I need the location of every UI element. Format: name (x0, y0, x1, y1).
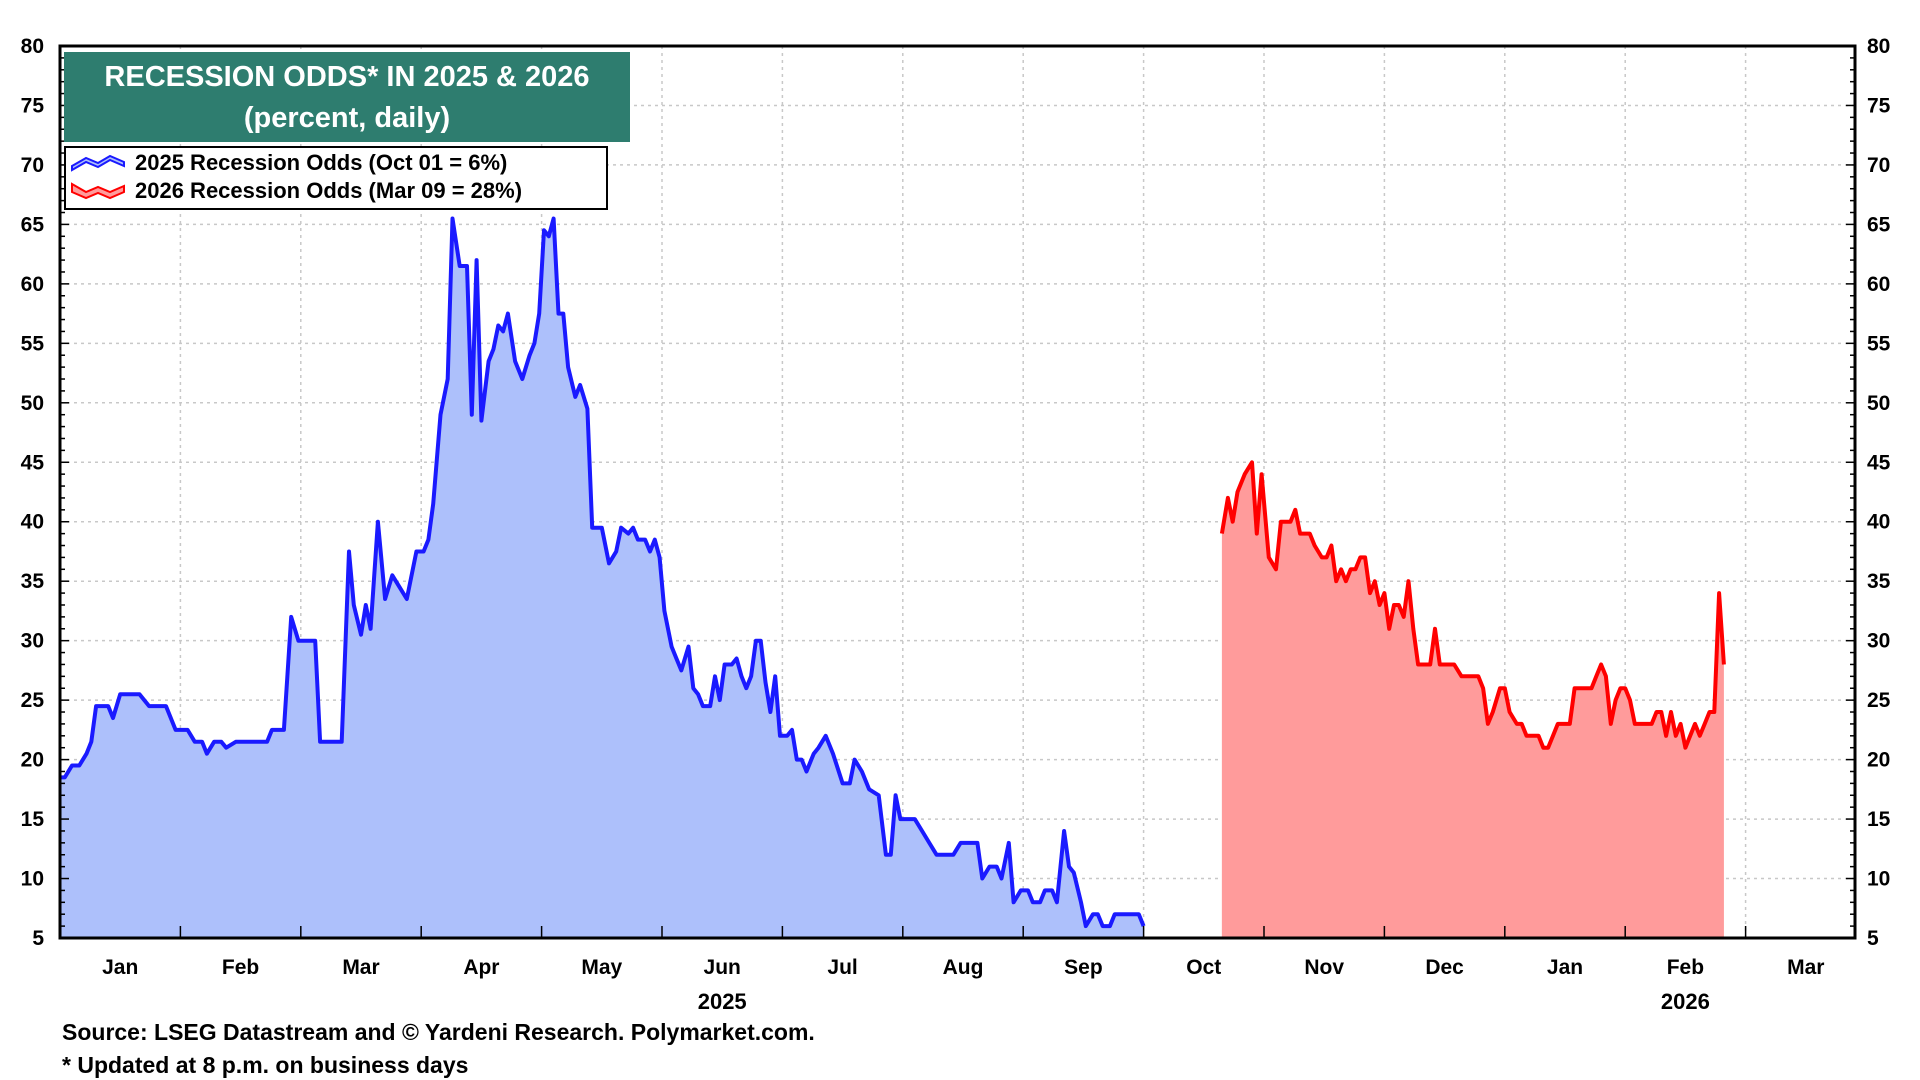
x-tick-label: Feb (1667, 956, 1704, 979)
y-tick-label-left: 15 (21, 808, 45, 831)
x-year-label: 2026 (1661, 989, 1710, 1014)
y-tick-label-left: 25 (21, 689, 45, 712)
y-tick-label-left: 50 (21, 392, 44, 415)
x-tick-label: Apr (463, 956, 499, 979)
x-tick-label: Mar (342, 956, 379, 979)
y-tick-label-left: 40 (21, 511, 44, 534)
legend-swatch-2025 (71, 154, 125, 172)
y-tick-label-left: 45 (21, 451, 45, 474)
legend-swatch-2026 (71, 182, 125, 200)
update-note: * Updated at 8 p.m. on business days (62, 1052, 468, 1078)
y-tick-label-left: 35 (21, 570, 45, 593)
x-tick-label: Nov (1304, 956, 1344, 979)
legend: 2025 Recession Odds (Oct 01 = 6%) 2026 R… (64, 146, 608, 210)
y-tick-label-left: 75 (21, 94, 45, 117)
x-axis: Jan Feb Mar Apr May Jun Jul Aug Sep Oct Nov Dec Jan F… (102, 956, 1824, 1014)
x-tick-label: Sep (1064, 956, 1103, 979)
chart-subtitle: (percent, daily) (244, 102, 450, 134)
x-tick-label: Jun (704, 956, 741, 979)
title-background (64, 52, 630, 142)
y-tick-label-left: 70 (21, 154, 44, 177)
y-axis-right: 5 10 15 20 25 30 35 40 45 50 55 60 65 70 75 80 (1867, 35, 1891, 950)
y-tick-label-right: 50 (1867, 392, 1890, 415)
y-tick-label-right: 10 (1867, 868, 1890, 891)
y-axis-left: 5 10 15 20 25 30 35 40 45 50 55 60 65 70 75 80 (21, 35, 45, 950)
legend-label-2025: 2025 Recession Odds (Oct 01 = 6%) (135, 150, 507, 175)
legend-label-2026: 2026 Recession Odds (Mar 09 = 28%) (135, 178, 522, 203)
x-tick-label: Jan (1547, 956, 1583, 979)
x-tick-label: Dec (1425, 956, 1464, 979)
x-year-label: 2025 (698, 989, 747, 1014)
series-lines (60, 216, 1726, 929)
x-tick-label: Aug (943, 956, 984, 979)
x-tick-label: Feb (222, 956, 259, 979)
title-box: RECESSION ODDS* IN 2025 & 2026 (percent,… (64, 52, 630, 142)
series-area-0 (60, 218, 1144, 938)
y-tick-label-right: 5 (1867, 927, 1879, 950)
y-tick-label-right: 55 (1867, 332, 1891, 355)
axis-ticks (60, 45, 1855, 939)
y-tick-label-right: 80 (1867, 35, 1890, 58)
plot-frame (58, 44, 1857, 940)
y-tick-label-right: 45 (1867, 451, 1891, 474)
grid-lines (60, 46, 1855, 938)
series-line-0 (60, 216, 1146, 929)
y-tick-label-left: 20 (21, 749, 44, 772)
y-tick-label-left: 10 (21, 868, 44, 891)
series-area-1 (1221, 462, 1724, 938)
y-tick-label-right: 40 (1867, 511, 1890, 534)
chart-title: RECESSION ODDS* IN 2025 & 2026 (104, 61, 589, 93)
x-tick-label: Oct (1186, 956, 1221, 979)
y-tick-label-right: 30 (1867, 630, 1890, 653)
y-tick-label-right: 35 (1867, 570, 1891, 593)
x-tick-label: May (581, 956, 622, 979)
y-tick-label-right: 75 (1867, 94, 1891, 117)
y-tick-label-left: 55 (21, 332, 45, 355)
y-tick-label-left: 5 (32, 927, 44, 950)
y-tick-label-right: 65 (1867, 213, 1891, 236)
y-tick-label-left: 30 (21, 630, 44, 653)
y-tick-label-right: 60 (1867, 273, 1890, 296)
x-tick-label: Jan (102, 956, 138, 979)
legend-box (64, 146, 608, 210)
y-tick-label-left: 60 (21, 273, 44, 296)
y-tick-label-right: 20 (1867, 749, 1890, 772)
x-tick-label: Jul (827, 956, 857, 979)
series-line-1 (1219, 460, 1726, 750)
y-tick-label-left: 65 (21, 213, 45, 236)
source-note: Source: LSEG Datastream and © Yardeni Re… (62, 1019, 815, 1045)
y-tick-label-left: 80 (21, 35, 44, 58)
y-tick-label-right: 15 (1867, 808, 1891, 831)
y-tick-label-right: 25 (1867, 689, 1891, 712)
y-tick-label-right: 70 (1867, 154, 1890, 177)
x-tick-label: Mar (1787, 956, 1824, 979)
